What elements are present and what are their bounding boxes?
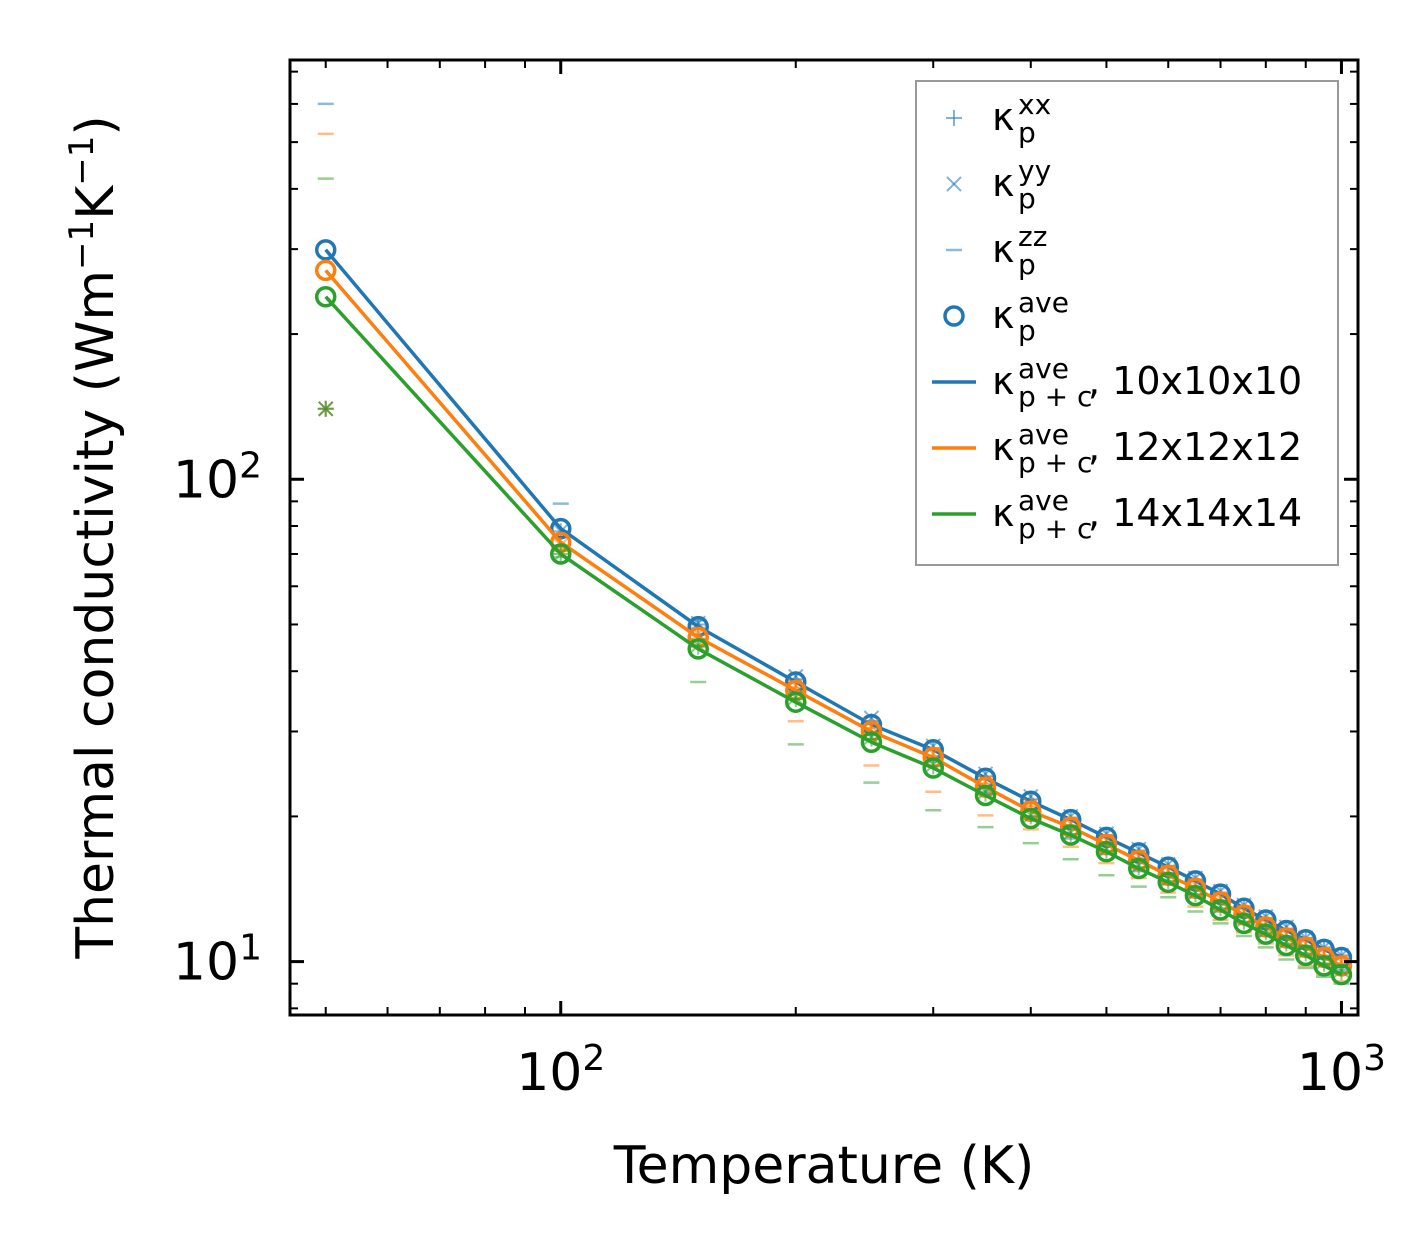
ave-point-14x14x14-150 [687, 638, 709, 660]
y-axis-label-mid: K [66, 184, 126, 220]
ave-point-14x14x14-700 [1209, 899, 1232, 921]
y-tick-label-100: 102 [173, 445, 262, 510]
legend-marker-plus [946, 110, 962, 126]
y-tick-label-10: 101 [173, 928, 262, 993]
ave-point-12x12x12-50 [314, 259, 337, 282]
legend-marker-circle [943, 305, 965, 327]
y-axis-label-main: Thermal conductivity (Wm [66, 270, 126, 960]
legend-label-0: κ xx p [992, 88, 1051, 149]
ave-point-14x14x14-500 [1095, 840, 1118, 863]
xx-point-14x14x14-300 [925, 758, 942, 775]
legend-label-5: κ ave p + c, 12x12x12 [992, 418, 1302, 479]
legend-item-3: κ ave p [943, 286, 1069, 347]
ave-point-14x14x14-50 [314, 285, 337, 308]
x-axis-label: Temperature (K) [613, 1136, 1035, 1196]
series-layer [314, 102, 1353, 986]
xx-point-14x14x14-700 [1212, 900, 1229, 917]
ave-point-14x14x14-600 [1157, 871, 1180, 894]
ave-point-14x14x14-200 [785, 691, 807, 713]
legend-item-0: κ xx p [946, 88, 1051, 149]
legend-label-3: κ ave p [992, 286, 1069, 347]
legend-label-6: κ ave p + c, 14x14x14 [992, 484, 1302, 545]
yy-point-14x14x14-250 [863, 729, 880, 745]
ave-point-14x14x14-400 [1020, 807, 1042, 830]
x-tick-label-1000: 103 [1297, 1038, 1386, 1103]
y-axis-label-end: ) [66, 115, 126, 135]
ave-point-14x14x14-300 [922, 757, 944, 779]
ave-point-14x14x14-850 [1275, 934, 1298, 957]
ave-point-14x14x14-800 [1255, 923, 1277, 945]
xx-point-14x14x14-800 [1257, 924, 1274, 941]
xx-point-14x14x14-600 [1160, 872, 1177, 889]
yy-point-12x12x12-250 [863, 718, 880, 734]
legend-item-4: κ ave p + c, 10x10x10 [932, 352, 1302, 413]
y-axis-label: Thermal conductivity (Wm−1K−1) [62, 115, 126, 959]
series-14x14x14 [314, 177, 1353, 986]
legend-label-2: κ zz p [992, 220, 1047, 281]
ave-point-14x14x14-550 [1128, 857, 1150, 880]
ave-point-14x14x14-950 [1313, 955, 1335, 977]
legend-marker-cross [946, 176, 962, 192]
xx-point-14x14x14-650 [1187, 886, 1204, 903]
ave-point-14x14x14-450 [1059, 824, 1082, 846]
ave-point-10x10x10-50 [314, 239, 337, 261]
ave-point-14x14x14-750 [1233, 912, 1255, 935]
xx-point-14x14x14-350 [977, 785, 994, 802]
legend-box [915, 80, 1339, 566]
axes-layer: 102 103 101 102 [173, 58, 1386, 1103]
legend-item-5: κ ave p + c, 12x12x12 [932, 418, 1302, 479]
ave-point-14x14x14-250 [860, 731, 883, 753]
x-tick-label-100: 102 [516, 1038, 605, 1103]
legend-item-6: κ ave p + c, 14x14x14 [932, 484, 1302, 545]
ave-point-14x14x14-900 [1294, 944, 1317, 967]
legend-label-4: κ ave p + c, 10x10x10 [992, 352, 1302, 413]
y-axis-label-sup2: −1 [62, 136, 102, 186]
labels-layer: Temperature (K) Thermal conductivity (Wm… [62, 115, 1034, 1196]
xx-point-14x14x14-750 [1235, 913, 1252, 930]
yy-point-14x14x14-100 [553, 546, 569, 562]
legend-item-1: κ yy p [946, 154, 1051, 215]
y-axis-label-sup1: −1 [62, 220, 102, 270]
ave-point-14x14x14-650 [1184, 884, 1207, 907]
legend-label-1: κ yy p [992, 154, 1051, 215]
yy-point-14x14x14-50 [318, 401, 334, 417]
ave-point-14x14x14-350 [974, 784, 997, 807]
ave-point-14x14x14-100 [549, 543, 572, 565]
plot-frame [288, 58, 1360, 1017]
legend-item-2: κ zz p [946, 220, 1047, 281]
ave-point-14x14x14-1000 [1330, 963, 1353, 986]
